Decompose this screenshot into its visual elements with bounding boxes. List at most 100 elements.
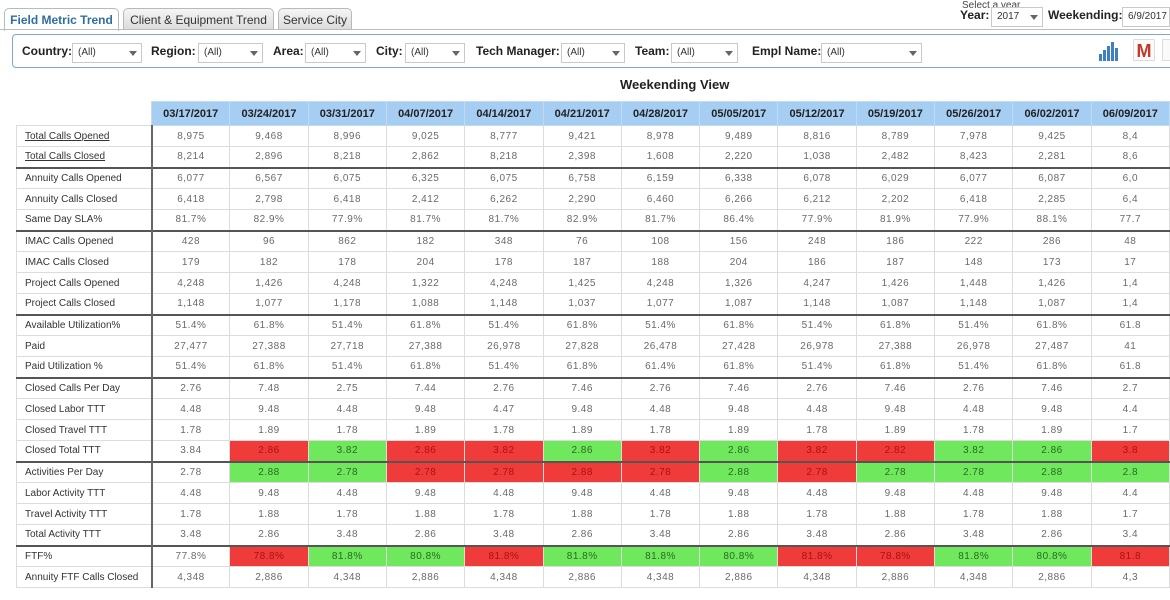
column-header[interactable]: 05/19/2017	[855, 101, 936, 126]
table-cell: 6,418	[934, 188, 1014, 210]
table-cell: 1.89	[1012, 419, 1092, 441]
table-cell: 9.48	[855, 482, 936, 504]
column-header[interactable]: 03/31/2017	[307, 101, 387, 126]
column-header[interactable]: 04/07/2017	[385, 101, 466, 126]
tab-client-equipment-trend[interactable]: Client & Equipment Trend	[123, 8, 274, 29]
table-cell: 9,489	[699, 125, 779, 147]
table-cell: 2.86	[699, 440, 779, 462]
table-cell: 3.82	[464, 440, 544, 462]
row-label: Same Day SLA%	[15, 209, 153, 231]
table-row: Closed Total TTT 3.84 2.86 3.82 2.86 3.82 2.86…	[15, 440, 1170, 462]
table-cell: 2.78	[385, 460, 466, 483]
weekending-label: Weekending:	[1048, 8, 1123, 22]
filter-country-select[interactable]: (All)	[72, 43, 142, 63]
table-cell: 1.78	[777, 419, 857, 441]
weekending-select[interactable]: 6/9/2017	[1122, 7, 1170, 27]
table-cell: 2,398	[542, 146, 622, 168]
filter-region-select[interactable]: (All)	[198, 43, 263, 63]
table-cell: 3.48	[151, 524, 231, 546]
table-cell: 2.88	[699, 460, 779, 483]
table-cell: 6,418	[307, 188, 387, 210]
row-label-link[interactable]: Total Calls Opened	[15, 125, 153, 147]
table-cell: 8,6	[1090, 146, 1170, 168]
table-cell: 9,025	[385, 125, 466, 147]
table-cell: 4,348	[934, 566, 1014, 588]
table-cell: 1,037	[542, 293, 622, 315]
table-cell: 96	[229, 229, 309, 252]
table-cell: 8,789	[855, 125, 936, 147]
column-header[interactable]: 05/05/2017	[699, 101, 779, 126]
column-header[interactable]: 04/14/2017	[464, 101, 544, 126]
bar-chart-icon-bar	[1115, 48, 1118, 61]
filter-team-select[interactable]: (All)	[671, 43, 738, 63]
table-cell: 2.88	[542, 460, 622, 483]
table-cell: 1.88	[385, 503, 466, 525]
tab-service-city[interactable]: Service City	[278, 8, 352, 29]
table-cell: 108	[620, 229, 701, 252]
filter-area-select[interactable]: (All)	[305, 43, 366, 63]
table-cell: 2.86	[1012, 524, 1092, 546]
table-cell: 26,978	[464, 335, 544, 357]
column-header[interactable]: 03/17/2017	[151, 101, 231, 126]
row-label: Project Calls Opened	[15, 272, 153, 294]
row-label: Total Activity TTT	[15, 524, 153, 546]
table-cell: 2.86	[229, 440, 309, 462]
table-cell: 182	[385, 229, 466, 252]
table-cell: 26,978	[777, 335, 857, 357]
column-header[interactable]: 04/28/2017	[620, 101, 701, 126]
table-cell: 2.78	[151, 460, 231, 483]
table-cell: 27,428	[699, 335, 779, 357]
table-row: IMAC Calls Closed 179 182 178 204 178 187 188 20…	[15, 251, 1170, 273]
row-label: Closed Calls Per Day	[15, 376, 153, 399]
filter-empl-name-label: Empl Name:	[752, 44, 822, 58]
year-select[interactable]: 2017	[991, 7, 1043, 27]
table-row: Activities Per Day 2.78 2.88 2.78 2.78 2.78 2.…	[15, 460, 1170, 483]
tab-field-metric-trend[interactable]: Field Metric Trend	[4, 8, 119, 31]
weekending-select-value: 6/9/2017	[1128, 11, 1167, 22]
table-cell: 77.9%	[307, 209, 387, 231]
column-header[interactable]: 06/09/2017	[1090, 101, 1170, 126]
table-cell: 1,608	[620, 146, 701, 168]
table-cell: 4.48	[464, 482, 544, 504]
filter-city-select[interactable]: (All)	[405, 43, 465, 63]
table-row: Total Calls Closed 8,214 2,896 8,218 2,862 8,…	[15, 146, 1170, 168]
table-cell: 61.8	[1090, 313, 1170, 336]
row-label: IMAC Calls Opened	[15, 229, 153, 252]
table-cell: 7.46	[542, 376, 622, 399]
table-cell: 2.78	[620, 460, 701, 483]
table-cell: 81.8%	[777, 544, 857, 567]
table-cell: 80.8%	[699, 544, 779, 567]
table-cell: 61.8%	[229, 313, 309, 336]
table-cell: 3.4	[1090, 524, 1170, 546]
table-row: Available Utilization% 51.4% 61.8% 51.4% 61.…	[15, 313, 1170, 336]
column-header[interactable]: 03/24/2017	[229, 101, 309, 126]
table-cell: 204	[385, 251, 466, 273]
table-cell: 2.75	[307, 376, 387, 399]
bar-chart-icon[interactable]	[1099, 41, 1121, 61]
table-cell: 1.78	[151, 503, 231, 525]
table-cell: 7.46	[1012, 376, 1092, 399]
filter-empl-name-select[interactable]: (All)	[821, 43, 922, 63]
table-cell: 51.4%	[307, 356, 387, 378]
table-row: Closed Labor TTT 4.48 9.48 4.48 9.48 4.47 9.48…	[15, 398, 1170, 420]
table-row: Paid 27,477 27,388 27,718 27,388 26,978 27,828…	[15, 335, 1170, 357]
table-cell: 1.78	[307, 503, 387, 525]
table-cell: 2,886	[1012, 566, 1092, 588]
table-cell: 51.4%	[777, 356, 857, 378]
table-cell: 2.76	[464, 376, 544, 399]
table-cell: 9,468	[229, 125, 309, 147]
filter-tech-manager-select[interactable]: (All)	[561, 43, 625, 63]
m-icon[interactable]: M	[1133, 39, 1155, 61]
column-header[interactable]: 05/26/2017	[934, 101, 1014, 126]
table-cell: 1.88	[229, 503, 309, 525]
extra-toolbar-button[interactable]	[1162, 39, 1170, 61]
table-cell: 61.8%	[385, 356, 466, 378]
table-row: Project Calls Closed 1,148 1,077 1,178 1,088…	[15, 293, 1170, 315]
column-header[interactable]: 05/12/2017	[777, 101, 857, 126]
table-cell: 1.7	[1090, 419, 1170, 441]
row-label-link[interactable]: Total Calls Closed	[15, 146, 153, 168]
column-header[interactable]: 04/21/2017	[542, 101, 622, 126]
column-header[interactable]: 06/02/2017	[1012, 101, 1092, 126]
table-cell: 6,4	[1090, 188, 1170, 210]
table-cell: 1.78	[620, 503, 701, 525]
